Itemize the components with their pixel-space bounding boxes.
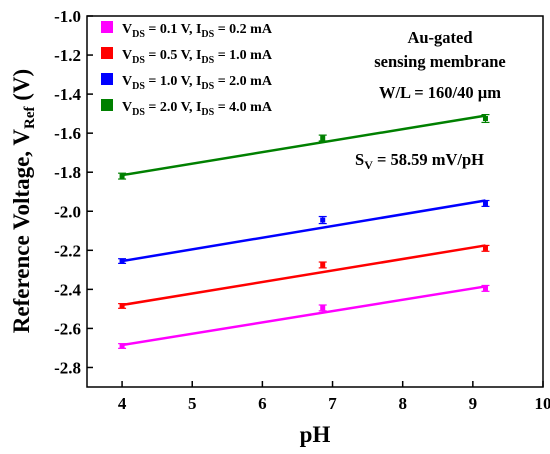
fit-line (121, 114, 486, 177)
y-tick-label: -1.2 (54, 46, 81, 65)
legend-i-value: = 1.0 mA (214, 48, 273, 63)
legend-v-value: = 0.1 V, I (145, 22, 201, 37)
legend-i-sub: DS (201, 81, 214, 92)
data-marks (118, 114, 490, 349)
legend-i-sub: DS (201, 29, 214, 40)
legend-v: V (122, 48, 132, 63)
sensitivity-value: = 58.59 mV/pH (373, 150, 484, 169)
legend-v: V (122, 22, 132, 37)
legend-i-sub: DS (201, 55, 214, 66)
annotation-membrane: sensing membrane (374, 52, 506, 71)
x-tick-label: 4 (118, 394, 127, 413)
data-point (119, 303, 125, 309)
y-tick-label: -2.6 (54, 319, 81, 338)
legend-swatch (101, 21, 113, 33)
x-tick-label: 8 (398, 394, 407, 413)
x-axis-title: pH (300, 422, 331, 447)
x-tick-label: 10 (535, 394, 550, 413)
legend-v-value: = 0.5 V, I (145, 48, 201, 63)
plot-frame (86, 15, 544, 388)
y-tick-label: -2.2 (54, 241, 81, 260)
legend-i-sub: DS (201, 107, 214, 118)
sensitivity-s: S (355, 150, 364, 169)
data-point (482, 200, 488, 206)
y-axis-title-main: Reference Voltage, V (9, 129, 34, 334)
data-point (119, 343, 125, 349)
y-tick-label: -2.0 (54, 202, 81, 221)
data-point (482, 245, 488, 251)
fit-line (121, 199, 486, 263)
x-tick-label: 6 (258, 394, 267, 413)
annotation-gate: Au-gated (407, 28, 472, 47)
y-tick-label: -2.8 (54, 358, 81, 377)
legend-v-sub: DS (132, 107, 145, 118)
legend-swatch (101, 99, 113, 111)
legend-label: VDS = 2.0 V, IDS = 4.0 mA (122, 100, 273, 118)
y-tick-label: -1.8 (54, 163, 81, 182)
legend-v-sub: DS (132, 55, 145, 66)
data-point (320, 305, 326, 311)
data-point (482, 285, 488, 291)
legend-swatch (101, 47, 113, 59)
annotation-wl: W/L = 160/40 µm (379, 83, 501, 102)
x-tick-label: 9 (469, 394, 478, 413)
y-axis-title: Reference Voltage, VRef (V) (9, 69, 38, 333)
legend-swatch (101, 73, 113, 85)
axis-ticks: 4 5 6 7 8 9 10 -1.0 -1.2 -1.4 -1.6 -1.8 -2.0 -2.2 -2.4… (54, 7, 550, 413)
data-point (320, 262, 326, 268)
legend-label: VDS = 1.0 V, IDS = 2.0 mA (122, 74, 273, 92)
y-tick-label: -1.4 (54, 85, 81, 104)
legend-i-value: = 0.2 mA (214, 22, 273, 37)
legend-v-value: = 1.0 V, I (145, 74, 201, 89)
y-axis-title-unit: (V) (9, 69, 34, 107)
x-tick-label: 7 (328, 394, 337, 413)
sensitivity-sub: V (364, 158, 373, 172)
legend-v-sub: DS (132, 81, 145, 92)
y-tick-label: -1.6 (54, 124, 81, 143)
y-axis-title-sub: Ref (22, 106, 38, 129)
legend-i-value: = 2.0 mA (214, 74, 273, 89)
y-tick-label: -1.0 (54, 7, 81, 26)
data-point (482, 116, 488, 122)
legend-i-value: = 4.0 mA (214, 100, 273, 115)
legend-label: VDS = 0.5 V, IDS = 1.0 mA (122, 48, 273, 66)
legend-v: V (122, 74, 132, 89)
legend-label: VDS = 0.1 V, IDS = 0.2 mA (122, 22, 273, 40)
data-point (320, 135, 326, 141)
x-tick-label: 5 (188, 394, 197, 413)
y-tick-label: -2.4 (54, 280, 81, 299)
fit-line (121, 285, 486, 347)
data-point (320, 217, 326, 223)
data-point (119, 173, 125, 179)
data-point (119, 258, 125, 264)
annotation-sensitivity: SV = 58.59 mV/pH (355, 150, 484, 172)
legend-v: V (122, 100, 132, 115)
legend-v-sub: DS (132, 29, 145, 40)
legend-v-value: = 2.0 V, I (145, 100, 201, 115)
fit-line (121, 244, 486, 307)
